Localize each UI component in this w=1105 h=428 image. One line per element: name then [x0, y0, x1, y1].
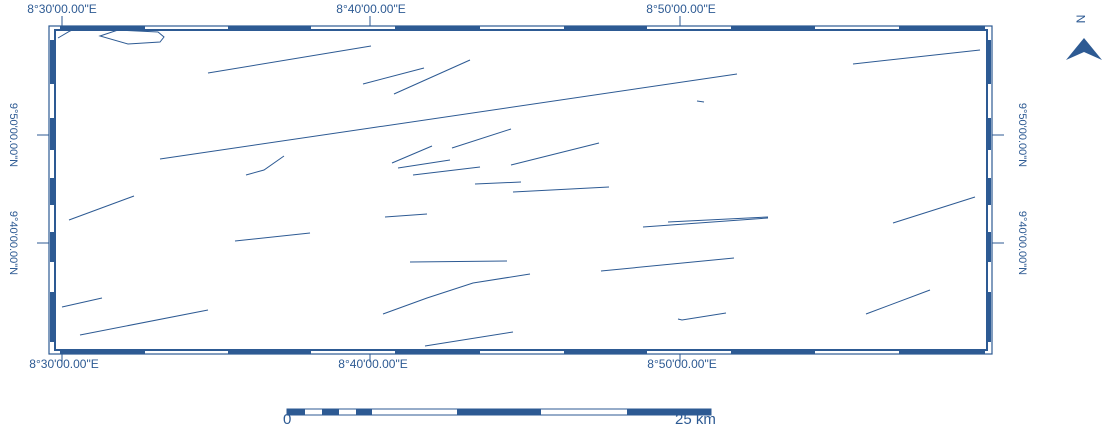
bottom-label-2: 8°40'00.00"E: [338, 357, 408, 371]
graticule-ticks: [37, 16, 1004, 362]
top-label-2: 8°40'00.00"E: [336, 2, 406, 16]
top-label-3: 8°50'00.00"E: [646, 2, 716, 16]
top-label-1: 8°30'00.00"E: [27, 2, 97, 16]
corner-features: [57, 28, 165, 45]
map-frame-inner: [54, 29, 988, 351]
scale-label-start: 0: [283, 411, 292, 428]
scale-label-end: 25 km: [675, 411, 716, 428]
bottom-label-3: 8°50'00.00"E: [647, 357, 717, 371]
north-arrow-icon: [1066, 38, 1102, 60]
lineament-lines: [61, 45, 981, 347]
left-label-1: 9°50'00.00"N: [7, 102, 19, 168]
right-label-1: 9°50'00.00"N: [1016, 102, 1028, 168]
right-label-2: 9°40'00.00"N: [1016, 210, 1028, 276]
bottom-label-1: 8°30'00.00"E: [29, 357, 99, 371]
map-frame-outer: [48, 25, 993, 355]
scale-bar: [286, 408, 712, 416]
left-label-2: 9°40'00.00"N: [7, 210, 19, 276]
